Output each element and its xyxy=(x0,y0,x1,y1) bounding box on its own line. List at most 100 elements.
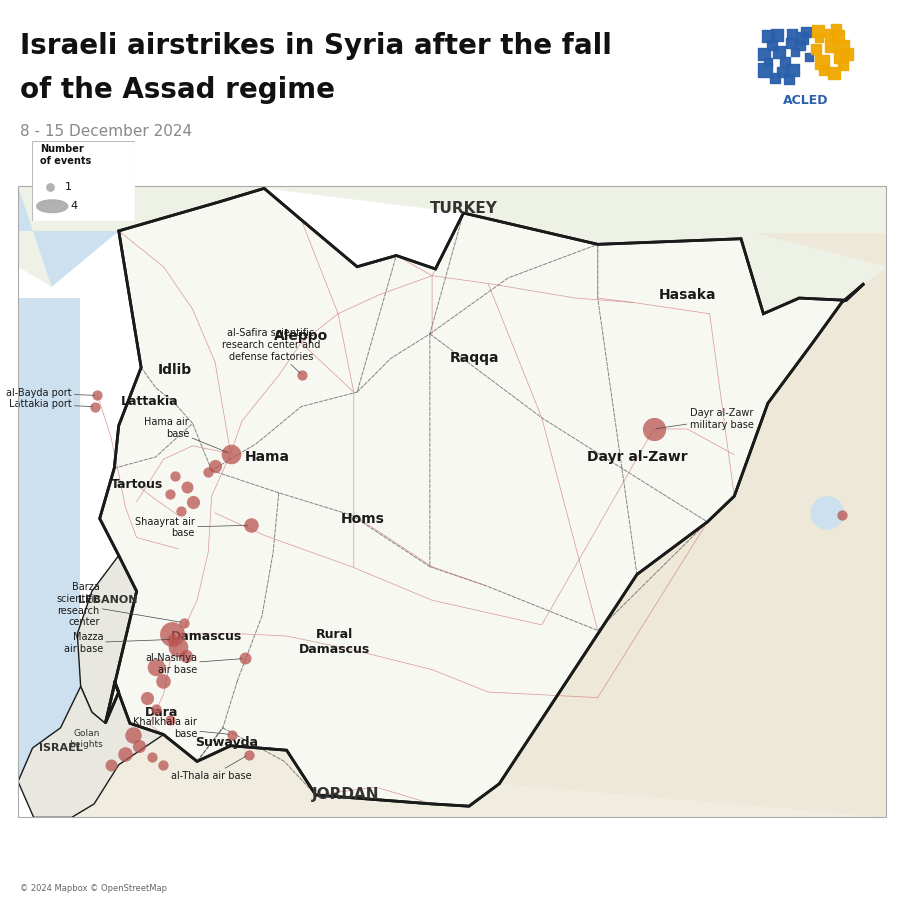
Point xyxy=(175,503,189,517)
Point xyxy=(815,55,830,69)
Point xyxy=(817,63,832,77)
Text: ISRAEL: ISRAEL xyxy=(39,743,83,753)
Point xyxy=(833,49,848,63)
Point xyxy=(812,31,826,45)
Text: Suwayda: Suwayda xyxy=(194,736,257,749)
Point xyxy=(104,758,118,772)
Point xyxy=(225,727,239,742)
Text: ACLED: ACLED xyxy=(783,94,828,107)
Point xyxy=(756,47,770,61)
Text: JORDAN: JORDAN xyxy=(312,788,380,803)
Point xyxy=(126,727,140,742)
Ellipse shape xyxy=(37,200,68,212)
Point xyxy=(768,71,782,86)
Point xyxy=(157,673,171,688)
Point xyxy=(771,45,786,59)
Point xyxy=(802,50,816,64)
Text: Damascus: Damascus xyxy=(170,630,242,643)
Point xyxy=(808,41,823,56)
Point xyxy=(180,480,194,494)
Point xyxy=(841,47,855,61)
Polygon shape xyxy=(18,186,886,314)
Point xyxy=(131,739,146,753)
Text: Idlib: Idlib xyxy=(158,363,192,377)
Point xyxy=(770,28,784,42)
Point xyxy=(244,518,258,533)
Text: Aleppo: Aleppo xyxy=(274,329,328,343)
Point xyxy=(824,39,839,53)
Point xyxy=(835,39,850,53)
Point xyxy=(223,446,238,461)
Point xyxy=(826,66,841,80)
Point xyxy=(163,713,177,727)
Text: 1: 1 xyxy=(65,182,72,193)
Point xyxy=(241,748,256,762)
Point xyxy=(829,22,843,36)
Polygon shape xyxy=(469,233,886,817)
Point xyxy=(831,29,845,43)
Point xyxy=(783,36,797,50)
Point xyxy=(90,388,104,402)
Point xyxy=(88,400,103,414)
Point xyxy=(145,750,159,764)
Point xyxy=(835,58,850,72)
Text: LEBANON: LEBANON xyxy=(77,595,138,605)
Point xyxy=(208,459,222,473)
FancyBboxPatch shape xyxy=(32,141,135,220)
Text: Raqqa: Raqqa xyxy=(450,352,500,365)
Circle shape xyxy=(810,496,844,530)
Polygon shape xyxy=(18,679,886,817)
Point xyxy=(787,63,801,77)
Text: al-Bayda port: al-Bayda port xyxy=(6,388,94,398)
Point xyxy=(148,661,163,675)
Text: al-Nasiriya
air base: al-Nasiriya air base xyxy=(145,653,242,675)
Text: Rural
Damascus: Rural Damascus xyxy=(299,627,371,656)
Point xyxy=(179,649,194,663)
FancyBboxPatch shape xyxy=(18,298,79,781)
Polygon shape xyxy=(18,680,164,817)
Point xyxy=(185,495,200,509)
Point xyxy=(171,640,185,654)
Point xyxy=(166,632,180,646)
Point xyxy=(775,65,789,79)
Text: © 2024 Mapbox © OpenStreetMap: © 2024 Mapbox © OpenStreetMap xyxy=(20,884,166,893)
Point xyxy=(765,38,779,52)
Text: 8 - 15 December 2024: 8 - 15 December 2024 xyxy=(20,124,192,140)
Point xyxy=(166,626,180,641)
Point xyxy=(778,55,793,69)
Point xyxy=(157,758,171,772)
Text: Shaayrat air
base: Shaayrat air base xyxy=(135,517,248,538)
Point xyxy=(167,469,182,483)
Point xyxy=(646,422,661,436)
Text: 4: 4 xyxy=(71,202,78,211)
Text: Dayr al-Zawr
military base: Dayr al-Zawr military base xyxy=(656,408,753,429)
Polygon shape xyxy=(77,555,150,724)
Point xyxy=(834,508,849,522)
Text: Golan
heights: Golan heights xyxy=(69,729,104,749)
Point xyxy=(781,72,796,86)
Point xyxy=(793,38,807,52)
Point xyxy=(758,63,772,77)
Point xyxy=(795,31,809,45)
Text: Barza
scientific
research
center: Barza scientific research center xyxy=(56,582,181,627)
Point xyxy=(148,702,163,716)
Text: of the Assad regime: of the Assad regime xyxy=(20,76,335,104)
Text: Tartous: Tartous xyxy=(111,479,163,491)
Point xyxy=(118,746,132,760)
Point xyxy=(176,616,191,630)
Polygon shape xyxy=(18,186,119,287)
Point xyxy=(785,27,799,41)
Text: Number
of events: Number of events xyxy=(40,145,91,166)
Text: Israeli airstrikes in Syria after the fall: Israeli airstrikes in Syria after the fa… xyxy=(20,32,612,59)
Text: Mazza
air base: Mazza air base xyxy=(64,632,170,653)
Point xyxy=(761,29,776,43)
Point xyxy=(788,45,803,59)
Point xyxy=(238,652,252,666)
Point xyxy=(295,368,310,382)
Polygon shape xyxy=(100,188,864,806)
Text: al-Thala air base: al-Thala air base xyxy=(171,756,252,781)
Text: TURKEY: TURKEY xyxy=(429,201,498,216)
Point xyxy=(43,180,58,194)
Point xyxy=(798,25,813,40)
Text: Dara: Dara xyxy=(145,706,178,719)
